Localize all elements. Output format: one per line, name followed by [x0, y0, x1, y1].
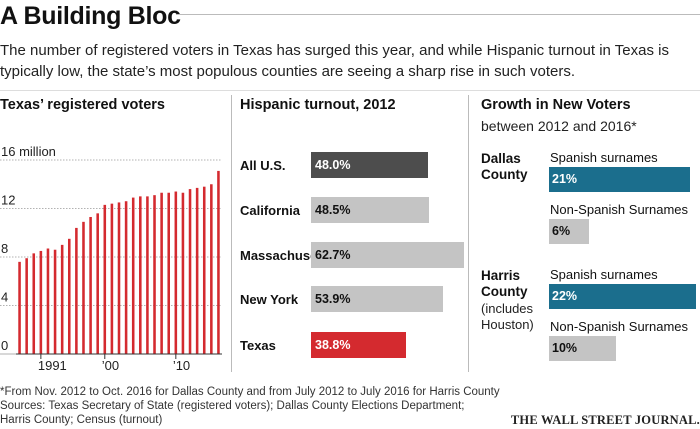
registered-voters-bar [131, 197, 135, 354]
y-tick-label: 12 [1, 193, 15, 208]
turnout-value-label: 53.9% [315, 292, 351, 306]
footnote: *From Nov. 2012 to Oct. 2016 for Dallas … [0, 386, 500, 398]
registered-voters-title: Texas’ registered voters [0, 97, 165, 113]
registered-voters-bar [96, 213, 99, 354]
y-tick-label: 4 [1, 290, 8, 305]
registered-voters-bar [39, 250, 43, 354]
registered-voters-bar [181, 192, 185, 354]
panel-divider-1 [231, 95, 232, 372]
turnout-bar [311, 152, 429, 178]
panel-divider-2 [468, 95, 469, 372]
x-tick-label: 1991 [38, 358, 67, 372]
growth-bar [549, 167, 690, 192]
registered-voters-bar [32, 253, 36, 354]
registered-voters-bar [67, 238, 71, 354]
growth-title: Growth in New Voters [481, 97, 631, 113]
county-name: Harris County [481, 268, 528, 299]
growth-bar-label: Non-Spanish Surnames [550, 202, 689, 217]
registered-voters-bar [139, 196, 142, 354]
growth-bar [549, 219, 590, 244]
growth-value-label: 10% [552, 341, 578, 355]
turnout-bar [311, 286, 443, 312]
registered-voters-bar [46, 248, 50, 354]
turnout-value-label: 38.8% [315, 338, 351, 352]
registered-voters-bar [195, 187, 199, 354]
title-rule [176, 14, 700, 15]
turnout-value-label: 48.0% [315, 158, 351, 172]
registered-voters-bar [202, 186, 206, 354]
registered-voters-bar [25, 258, 28, 354]
registered-voters-bar [82, 221, 85, 354]
turnout-value-label: 48.5% [315, 203, 351, 217]
growth-bar [549, 284, 697, 309]
y-tick-label: 8 [1, 241, 8, 256]
registered-voters-bar [146, 196, 149, 354]
turnout-value-label: 62.7% [315, 248, 351, 262]
growth-bar [549, 336, 616, 361]
registered-voters-bar [124, 201, 128, 354]
turnout-bar [311, 197, 430, 223]
registered-voters-bar [160, 192, 163, 354]
page-title: A Building Bloc [0, 2, 181, 30]
growth-value-label: 6% [552, 224, 571, 238]
registered-voters-chart: 0 4 8 12 16 million 1991 ’00 ’10 [0, 144, 222, 372]
county-name: Dallas County [481, 151, 528, 182]
county-note: (includes Houston) [481, 301, 534, 332]
registered-voters-bar [167, 192, 171, 354]
growth-value-label: 22% [552, 289, 578, 303]
y-tick-label: 16 million [1, 144, 56, 159]
y-tick-label: 0 [1, 338, 8, 353]
turnout-category-label: All U.S. [240, 158, 286, 173]
growth-value-label: 21% [552, 172, 578, 186]
turnout-title: Hispanic turnout, 2012 [240, 97, 396, 113]
publisher-credit: THE WALL STREET JOURNAL. [510, 413, 700, 427]
growth-bar-label: Spanish surnames [550, 150, 658, 165]
growth-bar-label: Non-Spanish Surnames [550, 319, 689, 334]
registered-voters-bar [75, 227, 78, 354]
registered-voters-bar [110, 203, 114, 354]
growth-subtitle: between 2012 and 2016* [481, 118, 637, 134]
registered-voters-bar [89, 216, 92, 354]
registered-voters-bar [153, 195, 156, 354]
registered-voters-bar [53, 249, 57, 354]
registered-voters-bar [188, 189, 192, 354]
registered-voters-bar [60, 244, 64, 354]
registered-voters-bar [117, 202, 121, 354]
registered-voters-bar [217, 170, 220, 354]
turnout-bar [311, 242, 464, 268]
subtitle: The number of registered voters in Texas… [0, 42, 669, 80]
registered-voters-bar [103, 204, 107, 354]
x-tick-label: ’10 [173, 358, 190, 372]
turnout-category-label: New York [240, 292, 299, 307]
sources-line-2: Harris County; Census (turnout) [0, 414, 163, 426]
turnout-category-label: California [240, 203, 300, 218]
sources-line-1: Sources: Texas Secretary of State (regis… [0, 400, 465, 412]
growth-bar-label: Spanish surnames [550, 267, 658, 282]
turnout-category-label: Massachusetts [240, 248, 334, 263]
registered-voters-bar [174, 191, 178, 354]
turnout-bar [311, 332, 406, 358]
section-rule [0, 90, 700, 91]
registered-voters-bar [210, 184, 213, 354]
turnout-category-label: Texas [240, 338, 276, 353]
x-tick-label: ’00 [102, 358, 119, 372]
registered-voters-bar [18, 261, 21, 354]
